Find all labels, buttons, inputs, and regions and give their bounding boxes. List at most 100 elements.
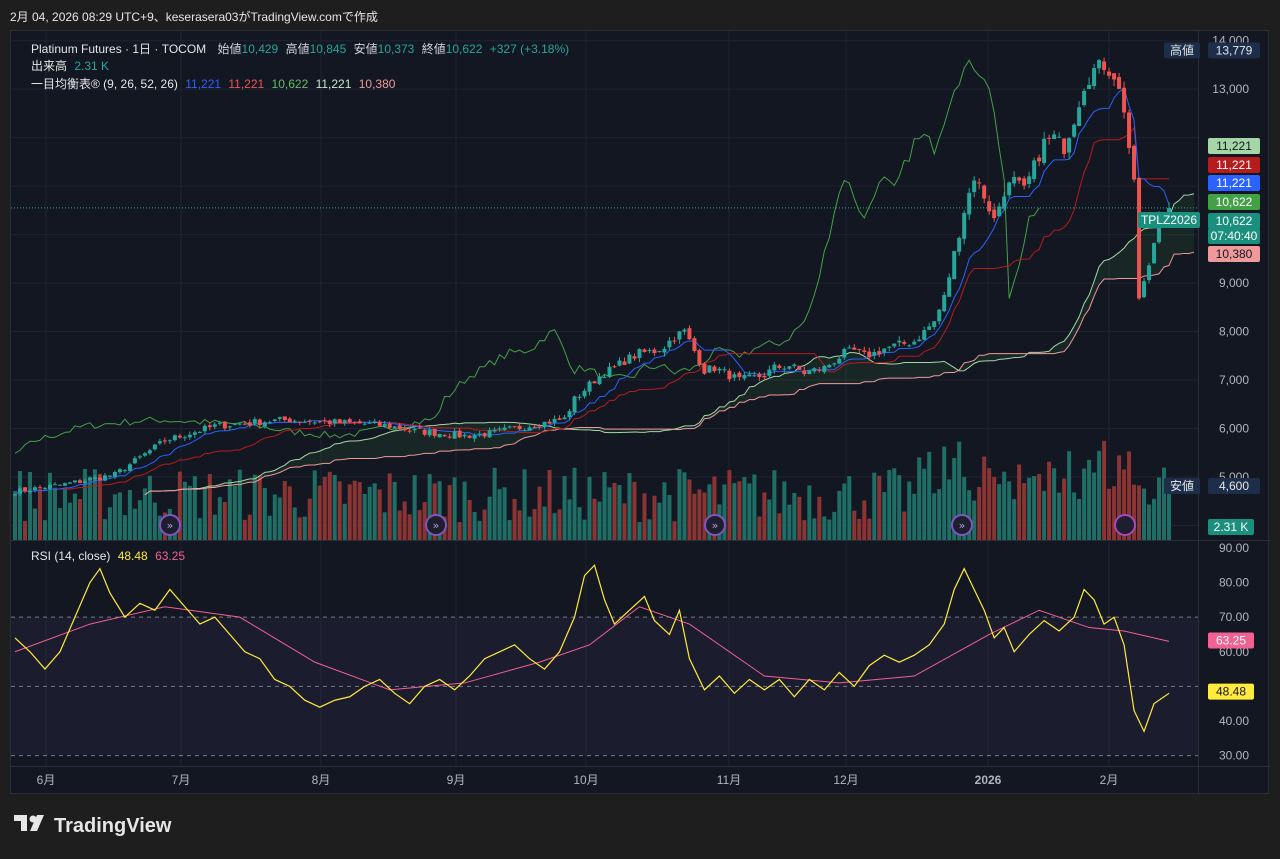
candle-body: [702, 363, 707, 374]
candle-body: [117, 469, 122, 473]
candle-body: [157, 441, 162, 444]
candle-body: [432, 428, 437, 436]
chart-frame[interactable]: »»»» 14,000 13,000 9,000 8,000 7,000 6,000 5,00…: [10, 30, 1270, 795]
rsi-tick-label: 40.00: [1219, 714, 1249, 728]
candle-body: [1117, 77, 1122, 89]
volume-bar: [342, 503, 347, 540]
volume-bar: [727, 470, 732, 540]
volume-bar: [742, 477, 747, 540]
volume-bar: [1102, 440, 1107, 540]
volume-bar: [1117, 455, 1122, 540]
volume-bar: [427, 474, 432, 540]
volume-bar: [1152, 498, 1157, 540]
candle-body: [547, 421, 552, 424]
volume-bar: [47, 472, 52, 540]
volume-bar: [822, 516, 827, 540]
chart-svg[interactable]: »»» »14,00013,0009,0008,0007,0006,0005,00…: [11, 31, 1270, 795]
candle-body: [767, 369, 772, 376]
candle-body: [537, 426, 542, 428]
high-price-tag-bg: [1208, 42, 1260, 59]
time-tick-label: 11月: [717, 773, 741, 787]
event-marker-glyph: »: [433, 519, 440, 532]
volume-bar: [222, 502, 227, 540]
volume-tag: 2.31 K: [1214, 520, 1249, 534]
candle-body: [387, 423, 392, 428]
candle-body: [482, 433, 487, 437]
volume-bar: [647, 519, 652, 540]
candle-body: [972, 180, 977, 193]
candle-body: [202, 425, 207, 432]
volume-bar: [877, 475, 882, 540]
volume-bar: [197, 518, 202, 540]
volume-bar: [1022, 483, 1027, 540]
candle-body: [882, 348, 887, 353]
candle-body: [77, 480, 82, 483]
candle-body: [822, 365, 827, 373]
volume-bar: [1142, 488, 1147, 540]
legend-ichimoku-label[interactable]: 一目均衡表® (9, 26, 52, 26): [31, 77, 178, 91]
rsi-value-tag: 48.48: [1216, 685, 1246, 699]
volume-bar: [972, 500, 977, 540]
tradingview-logo[interactable]: TradingView: [14, 814, 171, 838]
candle-body: [312, 422, 317, 424]
candle-body: [367, 422, 372, 424]
candle-body: [32, 487, 37, 491]
candle-body: [712, 366, 717, 372]
volume-bar: [212, 514, 217, 540]
candle-body: [677, 331, 682, 340]
span-b-price-tag-bg: [1208, 246, 1260, 262]
legend-rsi-label[interactable]: RSI (14, close): [31, 549, 111, 563]
candle-body: [377, 421, 382, 426]
candle-body: [57, 484, 62, 486]
span-b-price-tag: 10,380: [1216, 247, 1253, 261]
volume-bar: [762, 492, 767, 540]
candle-body: [857, 348, 862, 350]
volume-bar: [42, 520, 47, 540]
candle-body: [72, 480, 77, 483]
rsi-line: [14, 564, 1170, 733]
volume-bar: [932, 493, 937, 540]
candle-body: [372, 421, 377, 423]
volume-bar: [437, 481, 442, 540]
candle-body: [1127, 112, 1132, 148]
volume-bar: [57, 507, 62, 540]
candle-body: [962, 212, 967, 239]
candle-body: [392, 426, 397, 429]
candle-body: [182, 437, 187, 439]
header-caption: 2月 04, 2026 08:29 UTC+9、keserasera03がTra…: [10, 10, 378, 24]
legend-symbol[interactable]: Platinum Futures · 1日 · TOCOM: [31, 42, 207, 56]
dividend-marker-icon: [1114, 514, 1136, 536]
candle-body: [292, 420, 297, 422]
volume-bar: [107, 507, 112, 540]
legend-volume-label[interactable]: 出来高: [31, 59, 68, 73]
candle-body: [82, 481, 87, 483]
candle-body: [597, 376, 602, 385]
time-axis: 6月 7月 8月 9月 10月 11月 12月 2026 2月: [37, 773, 1119, 787]
volume-bar: [632, 481, 637, 540]
volume-bar: [177, 471, 182, 540]
candle-body: [262, 422, 267, 427]
candle-body: [87, 478, 92, 480]
candle-body: [252, 419, 257, 424]
volume-bar: [757, 516, 762, 540]
time-tick-label: 6月: [37, 773, 56, 787]
candle-body: [227, 426, 232, 428]
candle-body: [1027, 176, 1032, 184]
volume-bar: [712, 476, 717, 540]
price-tick-label: 13,000: [1212, 82, 1249, 96]
candle-body: [862, 350, 867, 352]
candle-body: [662, 348, 667, 353]
volume-bar: [842, 483, 847, 540]
legend-rsi: RSI (14, close) 48.48 63.25: [31, 549, 189, 563]
volume-bar: [13, 490, 17, 540]
candle-body: [497, 428, 502, 430]
candle-body: [592, 381, 597, 384]
candle-body: [672, 340, 677, 342]
candle-body: [197, 431, 202, 433]
volume-bar: [682, 472, 687, 540]
volume-bar: [1097, 450, 1102, 540]
candle-body: [317, 421, 322, 423]
volume-bar: [352, 480, 357, 540]
volume-bar: [522, 469, 527, 540]
volume-bar: [652, 495, 657, 540]
